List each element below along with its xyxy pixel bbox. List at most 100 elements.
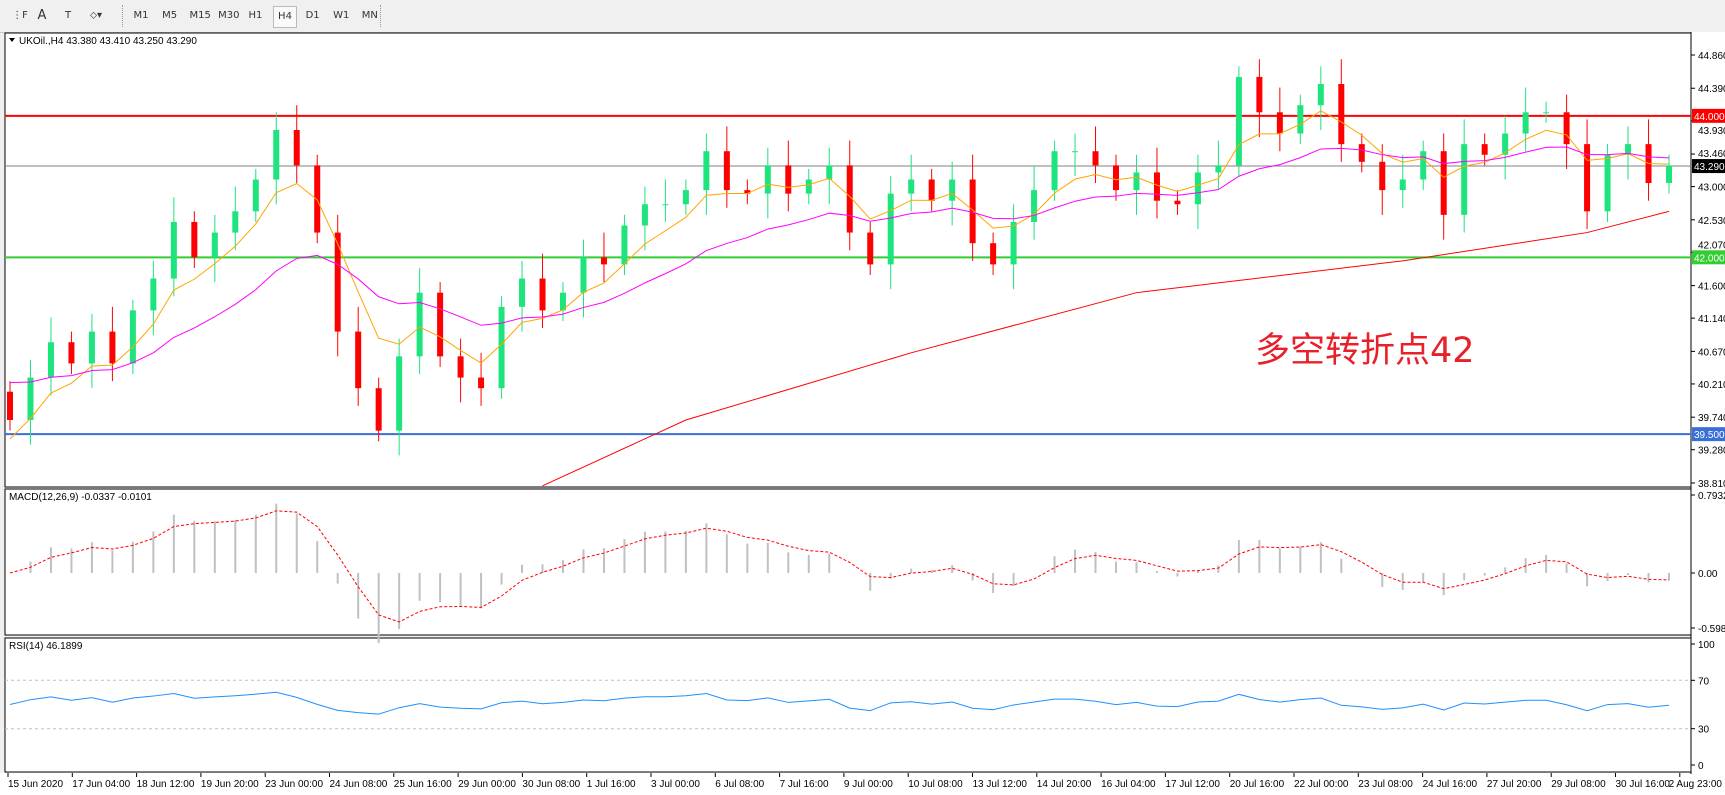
timeframe-d1[interactable]: D1	[305, 10, 320, 21]
candle-body	[580, 257, 587, 293]
time-label: 9 Jul 00:00	[844, 779, 893, 790]
candle-body	[1235, 76, 1242, 166]
toolbar: ⋮F A T ⬦▾ M1 M5 M15 M30 H1 H4 D1 W1 MN	[0, 0, 1725, 33]
candle-body	[1276, 112, 1283, 134]
candle-body	[519, 278, 526, 307]
time-label: 1 Jul 16:00	[587, 779, 636, 790]
candle	[1481, 133, 1488, 166]
candle	[703, 133, 710, 215]
candle-body	[949, 179, 956, 201]
candle-body	[1584, 144, 1591, 212]
time-label: 29 Jul 08:00	[1551, 779, 1606, 790]
candle-body	[191, 221, 198, 258]
candle-body	[211, 232, 218, 258]
candle	[232, 186, 239, 251]
candle	[908, 154, 915, 212]
candle-body	[1256, 76, 1263, 113]
candle	[1256, 59, 1263, 138]
price-tick-label: 44.390	[1698, 84, 1725, 95]
price-tick-label: 41.600	[1698, 282, 1725, 293]
price-tick-label: 39.280	[1698, 446, 1725, 457]
candle	[744, 179, 751, 205]
rsi-tick-label: 0	[1698, 761, 1704, 772]
candle-body	[1440, 151, 1447, 215]
time-label: 19 Jun 20:00	[201, 779, 259, 790]
time-label: 17 Jul 12:00	[1165, 779, 1220, 790]
grid-icon[interactable]: ⋮F	[12, 10, 28, 21]
price-tick-label: 43.930	[1698, 126, 1725, 137]
timeframe-m5[interactable]: M5	[162, 10, 178, 21]
candle	[764, 147, 771, 219]
candle-body	[1420, 151, 1427, 180]
price-tick-label: 44.860	[1698, 51, 1725, 62]
time-label: 20 Jul 16:00	[1230, 779, 1285, 790]
time-label: 23 Jul 08:00	[1358, 779, 1413, 790]
time-label: 23 Jun 00:00	[265, 779, 323, 790]
candle-body	[1174, 200, 1181, 205]
timeframe-m1[interactable]: M1	[133, 10, 149, 21]
candle-body	[1358, 144, 1365, 162]
collapse-triangle-icon	[9, 38, 15, 42]
candle-body	[1502, 133, 1509, 155]
candle	[928, 168, 935, 212]
chart-header: UKOil.,H4 43.380 43.410 43.250 43.290	[19, 36, 197, 47]
candle-body	[416, 292, 423, 357]
candle-body	[293, 129, 300, 166]
candle	[252, 168, 259, 222]
price-tick-label: 40.210	[1698, 380, 1725, 391]
candle-body	[1461, 144, 1468, 215]
timeframe-m15[interactable]: M15	[189, 10, 211, 21]
candle	[314, 154, 321, 244]
candle-body	[723, 151, 730, 191]
time-label: 29 Jun 00:00	[458, 779, 516, 790]
candle	[334, 214, 341, 357]
candle-body	[7, 391, 13, 421]
candle	[785, 140, 792, 212]
candle-body	[826, 165, 833, 180]
rsi-label: RSI(14) 46.1899	[9, 641, 83, 652]
candle	[1297, 94, 1304, 145]
price-chart[interactable]: 44.860 44.390 43.930 43.460 43.000 42.530 42.0…	[0, 32, 1725, 795]
timeframe-h4[interactable]: H4	[273, 6, 297, 28]
timeframe-w1[interactable]: W1	[333, 10, 350, 21]
candle-body	[539, 278, 546, 311]
main-panel	[4, 32, 1692, 488]
candle-body	[621, 225, 628, 265]
candle-body	[47, 342, 54, 378]
candle	[478, 352, 485, 406]
timeframe-m30[interactable]: M30	[218, 10, 240, 21]
rsi-tick-label: 100	[1698, 640, 1715, 651]
text-icon[interactable]: A	[37, 8, 47, 23]
candle-body	[1113, 165, 1119, 191]
candle-body	[560, 292, 566, 311]
level-label-box	[1692, 427, 1725, 442]
candle	[580, 239, 587, 318]
candle-body	[68, 342, 75, 364]
timeframe-mn[interactable]: MN	[361, 10, 378, 21]
candle-body	[703, 151, 710, 191]
candle	[1031, 165, 1038, 240]
candle-body	[641, 204, 648, 226]
text-label-icon[interactable]: T	[64, 10, 72, 21]
timeframe-h1[interactable]: H1	[248, 10, 263, 21]
candle	[600, 232, 607, 283]
candle-body	[1297, 105, 1304, 134]
level-label-box	[1692, 108, 1725, 123]
candle-body	[785, 165, 792, 194]
candle	[682, 179, 689, 215]
candle	[846, 140, 853, 251]
candle	[1051, 140, 1058, 201]
arrows-icon[interactable]: ⬦▾	[89, 10, 103, 21]
candle-body	[129, 310, 136, 364]
candle	[1502, 115, 1509, 180]
candle-body	[478, 377, 485, 389]
macd-tick-label: -0.5981	[1698, 624, 1725, 635]
time-label: 7 Jul 16:00	[780, 779, 829, 790]
price-tick-label: 41.140	[1698, 314, 1725, 325]
candle-body	[600, 257, 607, 265]
candle	[969, 154, 976, 261]
macd-signal-line	[9, 510, 1670, 623]
time-label: 15 Jun 2020	[8, 779, 63, 790]
candle-body	[682, 190, 689, 205]
time-label: 24 Jul 16:00	[1423, 779, 1478, 790]
